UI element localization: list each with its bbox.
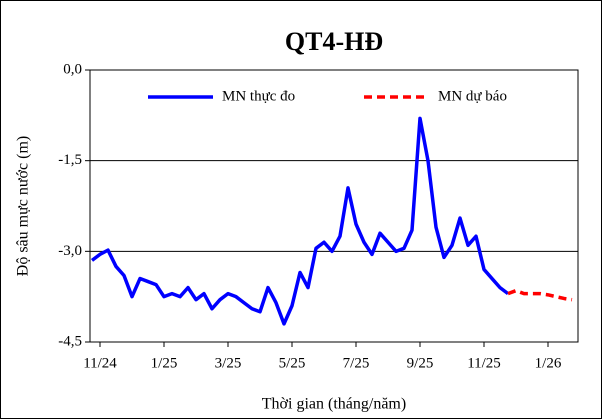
y-tick-label: -1,5 [58, 152, 82, 168]
line-series [507, 288, 573, 302]
x-tick-label: 1/26 [535, 355, 562, 371]
y-tick-label: -4,5 [58, 333, 82, 349]
x-axis-label: Thời gian (tháng/năm) [262, 396, 406, 413]
x-tick-label: 7/25 [343, 355, 370, 371]
x-tick-label: 11/24 [83, 355, 117, 371]
x-tick-label: 1/25 [151, 355, 178, 371]
x-tick-label: 9/25 [407, 355, 434, 371]
y-axis-label: Độ sâu mực nước (m) [15, 136, 32, 276]
x-tick-label: 3/25 [215, 355, 242, 371]
chart-title: QT4-HĐ [285, 27, 383, 56]
plot-area [89, 69, 579, 343]
y-tick-label: -3,0 [58, 243, 82, 259]
y-tick-label: 0,0 [63, 61, 82, 77]
legend-label: MN dự báo [438, 88, 507, 104]
x-tick-label: 11/25 [467, 355, 501, 371]
line-series [90, 116, 510, 326]
x-tick-label: 5/25 [279, 355, 306, 371]
legend-label: MN thực đo [222, 88, 295, 104]
